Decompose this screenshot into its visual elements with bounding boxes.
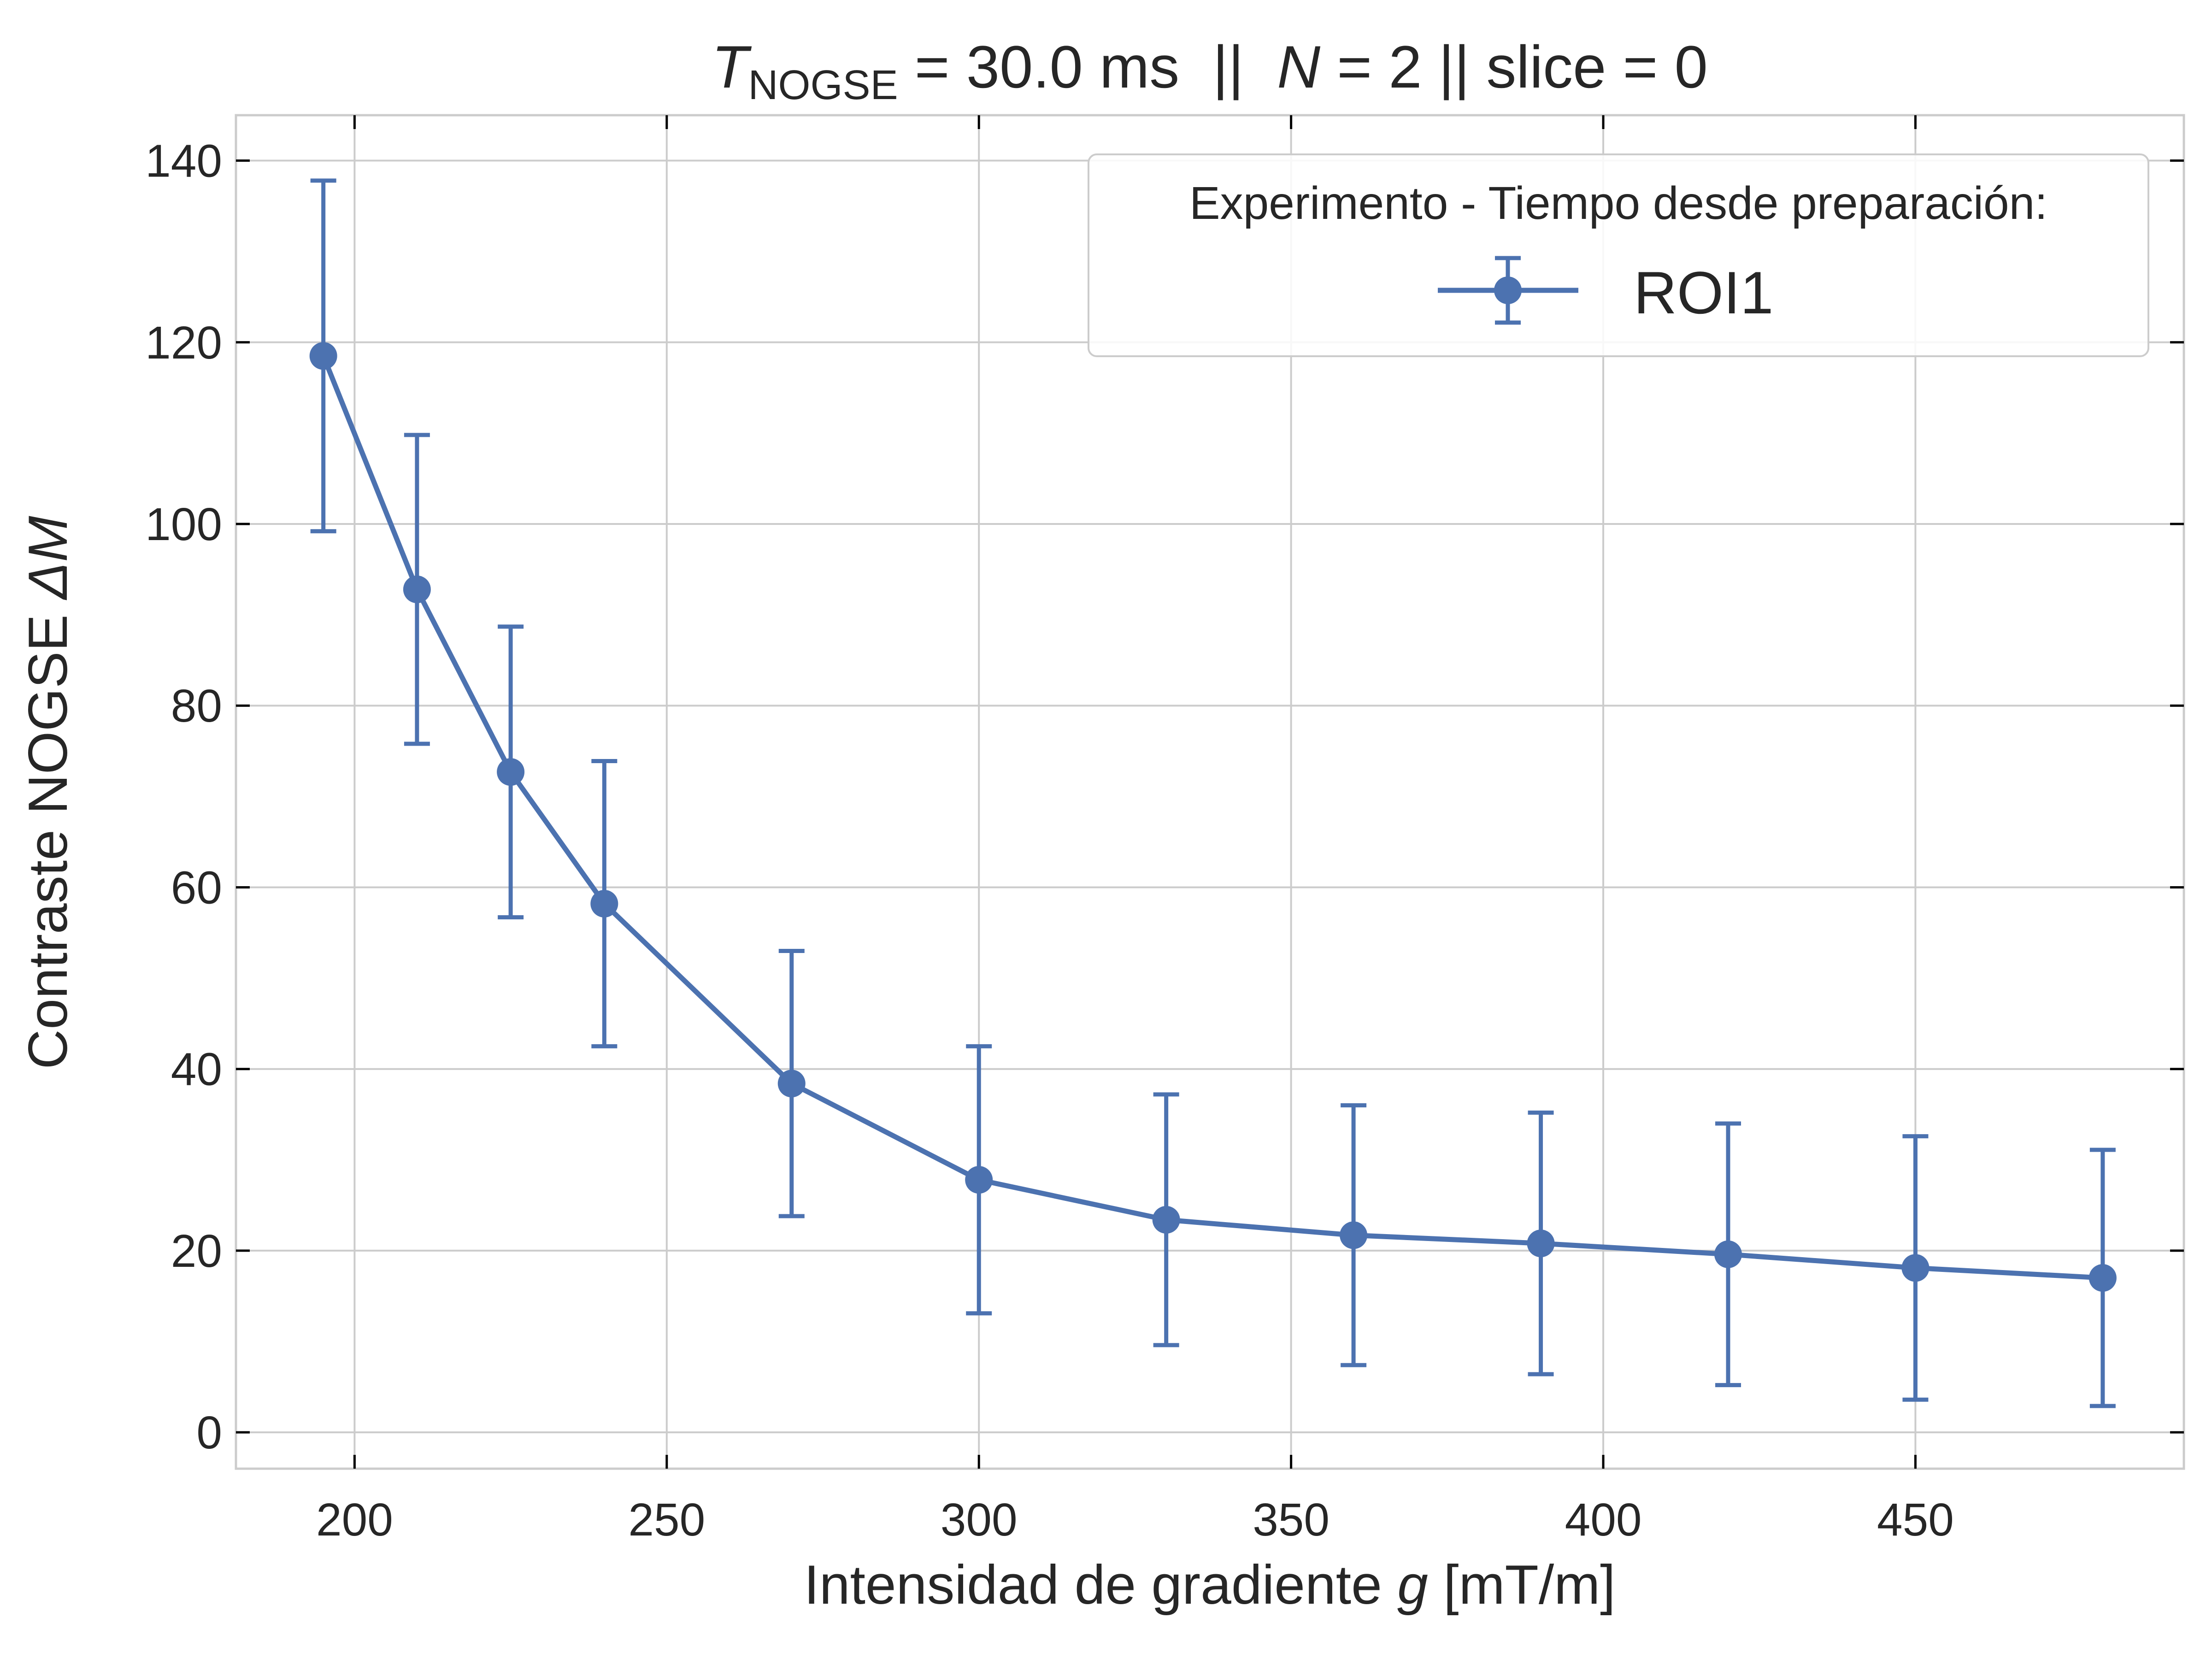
ticks	[236, 115, 2184, 1469]
data-point	[403, 575, 431, 603]
y-tick-label: 120	[145, 317, 222, 369]
chart-title: TNOGSE = 30.0 ms || N = 2 || slice = 0	[712, 33, 1708, 108]
legend-title: Experimento - Tiempo desde preparación:	[1189, 177, 2047, 229]
y-tick-label: 80	[171, 680, 222, 732]
data-point	[777, 1070, 806, 1098]
data-point	[497, 758, 525, 786]
y-tick-label: 0	[196, 1407, 222, 1459]
y-axis-label: Contraste NOGSE ΔM	[17, 516, 79, 1070]
data-point	[1340, 1221, 1368, 1249]
x-tick-label: 300	[941, 1494, 1018, 1546]
data-point	[1527, 1230, 1555, 1258]
x-axis-label: Intensidad de gradiente g [mT/m]	[804, 1554, 1616, 1616]
data-point	[2088, 1264, 2117, 1292]
data-point	[1714, 1240, 1742, 1268]
data-point	[1901, 1254, 1930, 1282]
x-tick-label: 400	[1565, 1494, 1642, 1546]
legend-label-roi1: ROI1	[1634, 259, 1773, 326]
legend-handle-roi1	[1438, 256, 1578, 325]
legend-marker	[1494, 276, 1522, 304]
data-point	[309, 342, 337, 370]
y-tick-label: 40	[171, 1044, 222, 1095]
x-tick-label: 250	[628, 1494, 705, 1546]
y-tick-label: 140	[145, 135, 222, 187]
tick-labels: 200 250 300 350 400 450 0 20 40 60 80 100 120 140	[145, 135, 1954, 1546]
data-point	[1152, 1206, 1180, 1234]
data-point	[965, 1166, 993, 1194]
plot-frame	[235, 114, 2185, 1470]
series-roi1	[309, 178, 2117, 1408]
legend: Experimento - Tiempo desde preparación: …	[1088, 153, 2149, 357]
x-tick-label: 200	[316, 1494, 393, 1546]
data-point	[590, 889, 618, 918]
x-tick-label: 350	[1253, 1494, 1330, 1546]
y-tick-label: 60	[171, 862, 222, 913]
y-tick-label: 20	[171, 1225, 222, 1277]
legend-box	[1088, 153, 2149, 357]
series-line	[321, 355, 2103, 1281]
y-tick-label: 100	[145, 499, 222, 550]
x-tick-label: 450	[1877, 1494, 1954, 1546]
